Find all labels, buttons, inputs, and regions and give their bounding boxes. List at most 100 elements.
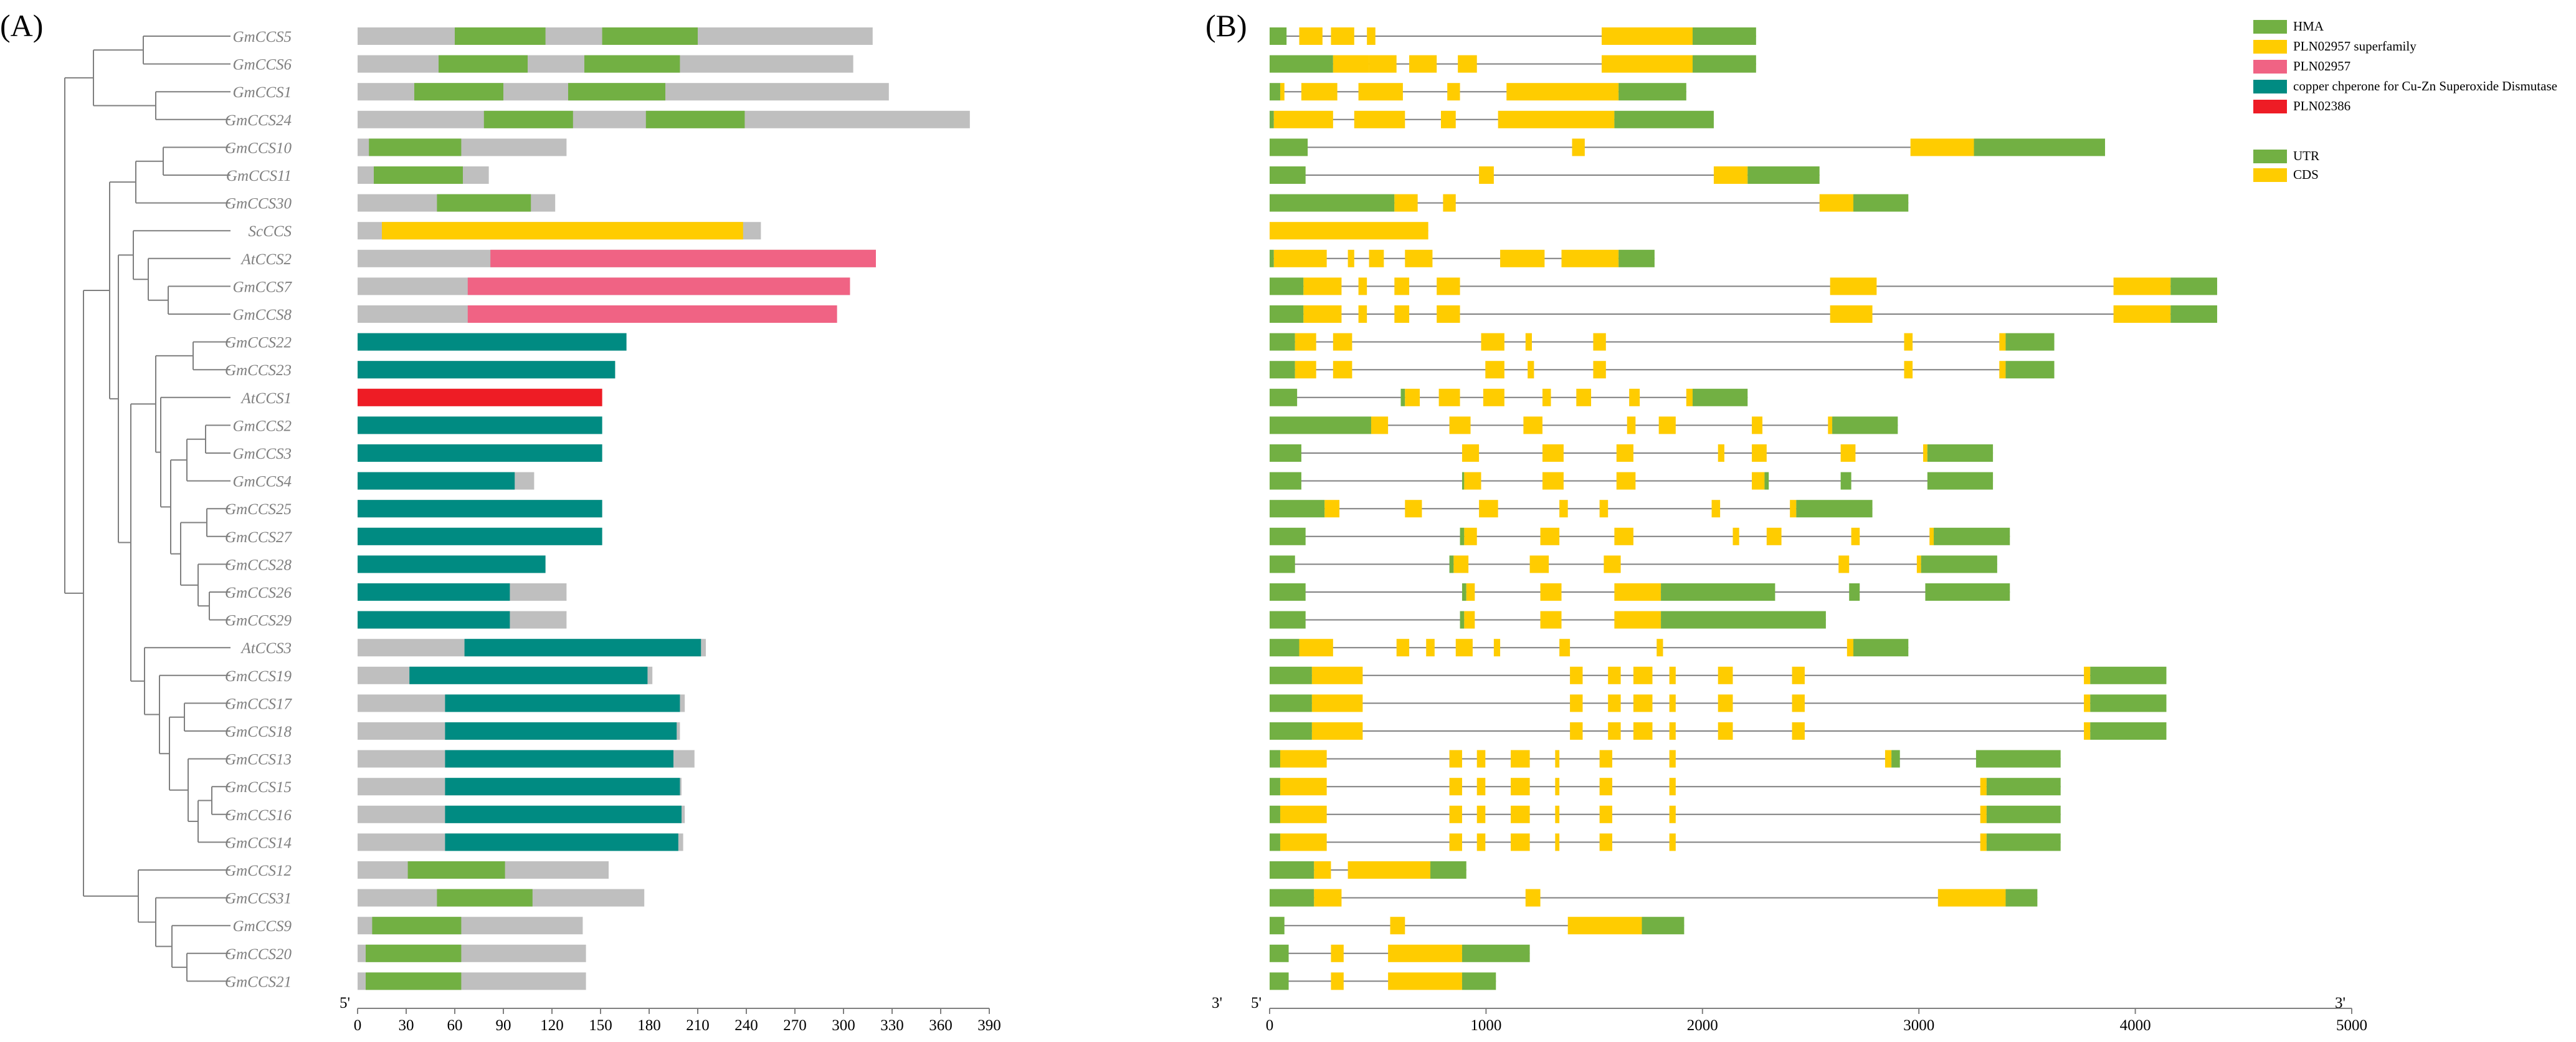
exon-gmccs14-7 [1669, 833, 1676, 851]
exon-gmccs8-6 [2113, 305, 2171, 323]
exon-gmccs18-7 [1792, 722, 1805, 740]
exon-gmccs24-0 [1270, 110, 1274, 128]
exon-gmccs25-7 [1790, 500, 1797, 518]
exon-atccs1-1 [1400, 388, 1405, 406]
exon-gmccs6-0 [1270, 55, 1333, 73]
exon-gmccs28-3 [1529, 555, 1549, 573]
exon-atccs1-6 [1576, 388, 1592, 406]
exon-gmccs22-3 [1481, 333, 1504, 351]
exon-gmccs16-1 [1280, 805, 1327, 823]
exon-gmccs20-1 [1331, 944, 1344, 962]
exon-gmccs22-2 [1333, 333, 1352, 351]
gene-name-gmccs22: GmCCS22 [225, 335, 292, 351]
exon-atccs2-2 [1347, 249, 1354, 267]
exon-atccs3-3 [1426, 639, 1435, 657]
exon-gmccs27-8 [1929, 527, 1934, 545]
exon-gmccs15-9 [1986, 778, 2061, 796]
axis-tick-label: 5000 [2336, 1017, 2367, 1034]
exon-gmccs24-4 [1498, 110, 1615, 128]
exon-gmccs30-1 [1394, 194, 1418, 212]
exon-gmccs14-5 [1555, 833, 1560, 851]
domain-gmccs1-0 [414, 83, 503, 101]
exon-gmccs19-2 [1570, 666, 1583, 684]
exon-gmccs27-1 [1460, 527, 1465, 545]
exon-gmccs10-2 [1910, 138, 1974, 156]
exon-gmccs11-2 [1713, 166, 1748, 184]
exon-gmccs31-3 [1937, 889, 2006, 907]
gene-structure-legend: UTR CDS [2253, 148, 2319, 182]
exon-gmccs7-3 [1394, 277, 1410, 295]
exon-gmccs15-6 [1599, 778, 1612, 796]
domain-gmccs5-0 [455, 27, 546, 45]
exon-gmccs4-8 [1927, 472, 1994, 490]
exon-gmccs16-0 [1270, 805, 1280, 823]
exon-gmccs27-2 [1464, 527, 1477, 545]
exon-atccs2-0 [1270, 249, 1274, 267]
domain-gmccs30-0 [437, 194, 531, 212]
exon-gmccs16-9 [1986, 805, 2061, 823]
exon-atccs3-7 [1656, 639, 1663, 657]
gene-name-gmccs2: GmCCS2 [233, 418, 292, 434]
exon-gmccs2-8 [1832, 416, 1898, 434]
exon-gmccs25-3 [1479, 500, 1498, 518]
exon-atccs1-4 [1483, 388, 1504, 406]
gene-name-gmccs10: GmCCS10 [225, 140, 292, 156]
exon-gmccs24-5 [1614, 110, 1714, 128]
exon-gmccs18-5 [1669, 722, 1676, 740]
exon-gmccs8-0 [1270, 305, 1304, 323]
exon-gmccs8-3 [1394, 305, 1410, 323]
exon-gmccs7-6 [2113, 277, 2171, 295]
exon-atccs2-3 [1369, 249, 1384, 267]
exon-gmccs15-4 [1511, 778, 1530, 796]
panel-label-a: (A) [0, 8, 43, 43]
exon-atccs1-8 [1686, 388, 1693, 406]
axis-tick-label: 240 [734, 1017, 758, 1034]
domain-atccs1-0 [358, 388, 602, 406]
axis-tick-label: 150 [589, 1017, 612, 1034]
axis-tick-label: 330 [880, 1017, 904, 1034]
exon-gmccs13-1 [1280, 750, 1327, 768]
axis-a: 5' 3' 0 30 60 90 120 150 180 210 240 270 300 330 360… [340, 995, 1222, 1034]
exon-gmccs10-1 [1572, 138, 1585, 156]
exon-gmccs6-5 [1602, 55, 1693, 73]
exon-gmccs1-4 [1447, 83, 1460, 101]
exon-atccs3-4 [1455, 639, 1473, 657]
axis-tick-label: 3000 [1903, 1017, 1934, 1034]
domain-gmccs21-0 [366, 972, 462, 990]
exon-gmccs6-6 [1693, 55, 1756, 73]
exon-gmccs2-2 [1449, 416, 1471, 434]
exon-gmccs28-5 [1838, 555, 1850, 573]
axis-tick-label: 30 [399, 1017, 414, 1034]
exon-gmccs4-4 [1616, 472, 1636, 490]
exon-gmccs11-3 [1747, 166, 1820, 184]
exon-gmccs18-2 [1570, 722, 1583, 740]
domain-gmccs24-0 [483, 110, 573, 128]
exon-gmccs26-0 [1270, 583, 1306, 601]
domain-gmccs28-0 [358, 555, 546, 573]
gene-name-gmccs23: GmCCS23 [225, 362, 292, 379]
domain-gmccs1-1 [568, 83, 665, 101]
exon-gmccs18-8 [2084, 722, 2091, 740]
axis-tick-label: 300 [832, 1017, 855, 1034]
exon-gmccs30-4 [1853, 194, 1909, 212]
exon-gmccs7-5 [1830, 277, 1877, 295]
domain-gmccs31-0 [437, 889, 533, 907]
exon-gmccs18-4 [1633, 722, 1653, 740]
domain-gmccs22-0 [358, 333, 627, 351]
exon-gmccs8-1 [1303, 305, 1342, 323]
exon-gmccs13-3 [1476, 750, 1486, 768]
exon-gmccs16-6 [1599, 805, 1612, 823]
domain-gmccs14-0 [445, 833, 678, 851]
exon-gmccs19-1 [1311, 666, 1363, 684]
exon-gmccs13-4 [1511, 750, 1530, 768]
exon-gmccs14-2 [1449, 833, 1462, 851]
exon-atccs1-5 [1542, 388, 1551, 406]
exon-gmccs31-2 [1525, 889, 1541, 907]
exon-gmccs19-4 [1633, 666, 1653, 684]
gene-name-gmccs5: GmCCS5 [233, 29, 292, 45]
exon-gmccs28-1 [1449, 555, 1454, 573]
exon-gmccs27-9 [1934, 527, 2010, 545]
exon-gmccs31-0 [1270, 889, 1314, 907]
exon-gmccs11-1 [1479, 166, 1494, 184]
